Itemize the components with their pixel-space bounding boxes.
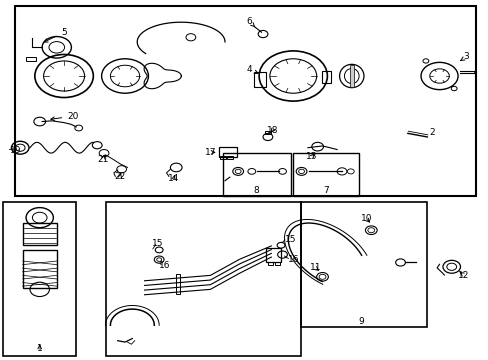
- Text: 7: 7: [323, 186, 328, 195]
- Text: 20: 20: [51, 112, 79, 121]
- Bar: [293, 153, 358, 196]
- Text: 2: 2: [429, 128, 434, 137]
- Bar: [267, 262, 272, 265]
- Text: 6: 6: [246, 17, 255, 27]
- Text: 13: 13: [305, 152, 317, 161]
- Text: 11: 11: [309, 264, 320, 273]
- Text: 22: 22: [114, 172, 125, 181]
- Bar: [227, 156, 233, 159]
- Text: 14: 14: [168, 174, 179, 183]
- Bar: [15, 6, 475, 196]
- Bar: [254, 72, 266, 87]
- Text: 10: 10: [360, 214, 371, 223]
- Bar: [266, 248, 281, 262]
- Bar: [105, 202, 300, 356]
- Text: 3: 3: [460, 53, 468, 62]
- Text: 17: 17: [204, 148, 216, 157]
- Bar: [274, 262, 279, 265]
- Text: 4: 4: [246, 65, 258, 74]
- Bar: [264, 131, 270, 134]
- Text: 15: 15: [285, 235, 296, 244]
- Text: 12: 12: [457, 270, 468, 279]
- Text: 16: 16: [159, 261, 170, 270]
- Text: 5: 5: [44, 28, 67, 42]
- Text: 19: 19: [9, 146, 21, 155]
- Text: 1: 1: [37, 344, 42, 353]
- Bar: [218, 147, 237, 157]
- Bar: [300, 202, 427, 327]
- Bar: [222, 153, 290, 196]
- Bar: [321, 71, 330, 83]
- Text: 16: 16: [288, 255, 299, 264]
- Bar: [22, 223, 57, 244]
- Text: 21: 21: [97, 155, 108, 164]
- Bar: [22, 250, 57, 288]
- Bar: [349, 65, 353, 87]
- Text: 15: 15: [152, 239, 163, 248]
- Bar: [220, 156, 225, 159]
- Text: 9: 9: [358, 316, 364, 325]
- Bar: [26, 57, 36, 61]
- Bar: [176, 274, 180, 294]
- Text: 8: 8: [253, 186, 259, 195]
- Bar: [3, 202, 76, 356]
- Text: 18: 18: [266, 126, 278, 135]
